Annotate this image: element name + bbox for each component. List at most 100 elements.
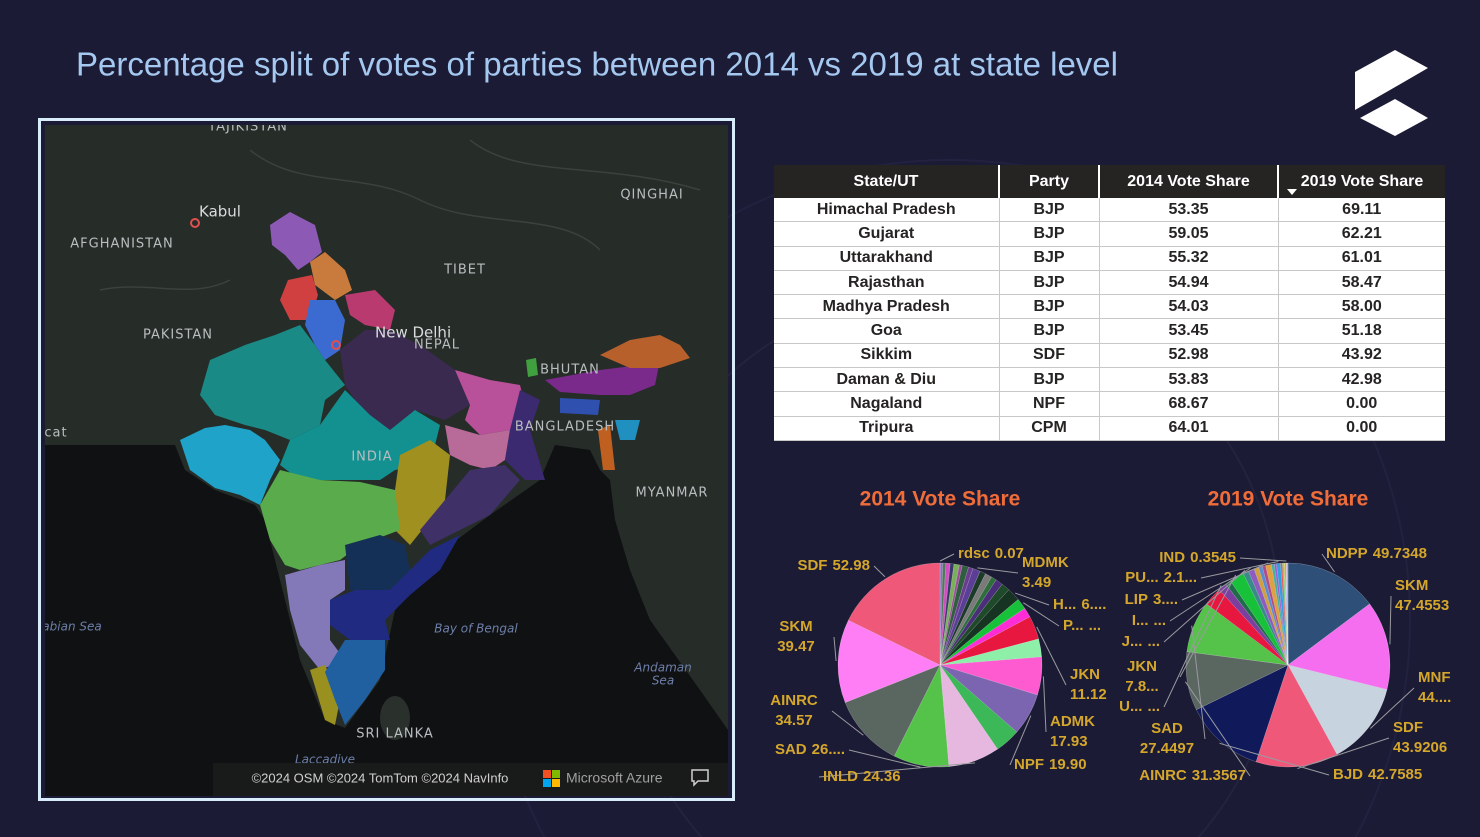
- state-region[interactable]: [598, 425, 615, 470]
- data-label: NDPP 49.7348: [1326, 545, 1427, 562]
- map-label: SRI LANKA: [356, 727, 434, 742]
- map[interactable]: TAJIKISTAN Kabul AFGHANISTAN PAKISTAN TIBET Q…: [42, 120, 728, 797]
- leader-line: [1200, 560, 1279, 579]
- label-name: P...: [1063, 617, 1084, 634]
- state-region[interactable]: [395, 440, 450, 545]
- leader-line: [1163, 585, 1222, 708]
- data-label: U......: [1119, 698, 1160, 715]
- column-header[interactable]: 2019 Vote Share: [1277, 165, 1445, 198]
- sea: [45, 445, 728, 796]
- leader-line: [831, 710, 864, 736]
- state-region[interactable]: [340, 330, 470, 430]
- table-cell: 58.47: [1277, 270, 1445, 296]
- table-cell: 53.45: [1098, 318, 1278, 344]
- label-name: INLD: [823, 768, 858, 785]
- table-cell: 52.98: [1098, 343, 1278, 369]
- label-value: 27.4497: [1140, 740, 1194, 757]
- state-region[interactable]: [345, 290, 395, 330]
- data-label: SAD 26....: [775, 741, 845, 758]
- pie-slice: [1261, 565, 1289, 666]
- table-cell: 54.03: [1098, 294, 1278, 320]
- label-name: rdsc: [958, 545, 990, 562]
- table-cell: 68.67: [1098, 391, 1278, 417]
- map-label: NEPAL: [414, 338, 460, 353]
- data-label: PU... 2.1...: [1125, 569, 1197, 586]
- label-value: 47.4553: [1395, 597, 1449, 614]
- state-region[interactable]: [615, 420, 640, 440]
- state-region[interactable]: [200, 325, 345, 440]
- logo-shape: [1355, 50, 1428, 110]
- data-label: SDF 43.9206: [1393, 719, 1447, 756]
- pie-slice: [939, 599, 1026, 666]
- pie-slice: [1284, 562, 1289, 666]
- state-region[interactable]: [325, 640, 385, 725]
- label-name: JKN: [1127, 658, 1157, 675]
- state-region[interactable]: [600, 335, 690, 368]
- column-header[interactable]: 2014 Vote Share: [1098, 165, 1278, 198]
- label-name: NPF: [1014, 756, 1044, 773]
- table-cell: 61.01: [1277, 246, 1445, 271]
- table-cell: 53.35: [1098, 198, 1278, 223]
- pie-slice: [939, 616, 1039, 666]
- label-value: 39.47: [777, 638, 815, 655]
- state-region[interactable]: [330, 535, 460, 640]
- table-cell: 0.00: [1277, 416, 1445, 441]
- pie-slice: [939, 562, 951, 666]
- state-region[interactable]: [285, 560, 345, 670]
- table-cell: Goa: [774, 318, 999, 344]
- state-region[interactable]: [180, 425, 280, 505]
- label-value: 19.90: [1049, 756, 1087, 773]
- leader-line: [848, 749, 921, 768]
- data-label: H... 6....: [1053, 596, 1106, 613]
- leader-line: [818, 762, 976, 778]
- leader-line: [1184, 681, 1251, 777]
- state-region[interactable]: [560, 398, 600, 415]
- state-region[interactable]: [455, 370, 525, 435]
- state-region[interactable]: [420, 465, 520, 545]
- state-region[interactable]: [526, 358, 538, 377]
- attribution-bar: [213, 763, 728, 796]
- logo-shape: [1360, 99, 1428, 136]
- label-name: J...: [1122, 633, 1143, 650]
- label-value: 0.07: [995, 545, 1024, 562]
- table-visual: State/UT Party 2014 Vote Share 2019 Vote Sh…: [774, 165, 1445, 441]
- state-region[interactable]: [260, 470, 400, 570]
- map-label: Kabul: [199, 203, 241, 221]
- pie-slice: [1287, 603, 1391, 690]
- state-region[interactable]: [270, 212, 322, 270]
- map-label: MYANMAR: [636, 486, 709, 501]
- state-region[interactable]: [345, 535, 410, 590]
- data-label: JKN 7.8...: [1125, 658, 1158, 695]
- label-value: 52.98: [832, 557, 870, 574]
- pie-slice: [1283, 562, 1289, 666]
- state-region[interactable]: [310, 252, 352, 300]
- pie-slice: [939, 608, 1031, 666]
- column-header[interactable]: State/UT: [774, 165, 999, 198]
- map-label: abian Sea: [42, 620, 101, 634]
- label-name: JKN: [1070, 666, 1100, 683]
- map-label: AFGHANISTAN: [70, 237, 173, 252]
- table-cell: BJP: [998, 221, 1099, 247]
- table-row: Goa BJP 53.45 51.18: [774, 318, 1445, 344]
- data-label: BJD 42.7585: [1333, 766, 1422, 783]
- state-region[interactable]: [445, 425, 510, 470]
- leader-line: [939, 553, 955, 562]
- data-label: SAD 27.4497: [1140, 720, 1194, 757]
- leader-line: [1163, 569, 1246, 643]
- feedback-icon[interactable]: [691, 769, 709, 787]
- state-region[interactable]: [545, 360, 660, 395]
- data-label: ADMK 17.93: [1050, 713, 1095, 750]
- label-name: MDMK: [1022, 554, 1069, 571]
- table-cell: 51.18: [1277, 318, 1445, 344]
- table-body: Himachal Pradesh BJP 53.35 69.11 Gujarat BJP 5…: [774, 198, 1445, 441]
- pie-slice: [1282, 562, 1289, 666]
- leader-line: [1181, 562, 1269, 601]
- state-region[interactable]: [505, 390, 545, 480]
- label-name: AINRC: [770, 692, 818, 709]
- states: [180, 212, 690, 725]
- pie-slice: [939, 564, 963, 666]
- column-header[interactable]: Party: [998, 165, 1099, 198]
- table-cell: CPM: [998, 416, 1099, 441]
- label-value: 7.8...: [1125, 678, 1158, 695]
- state-region[interactable]: [310, 665, 340, 725]
